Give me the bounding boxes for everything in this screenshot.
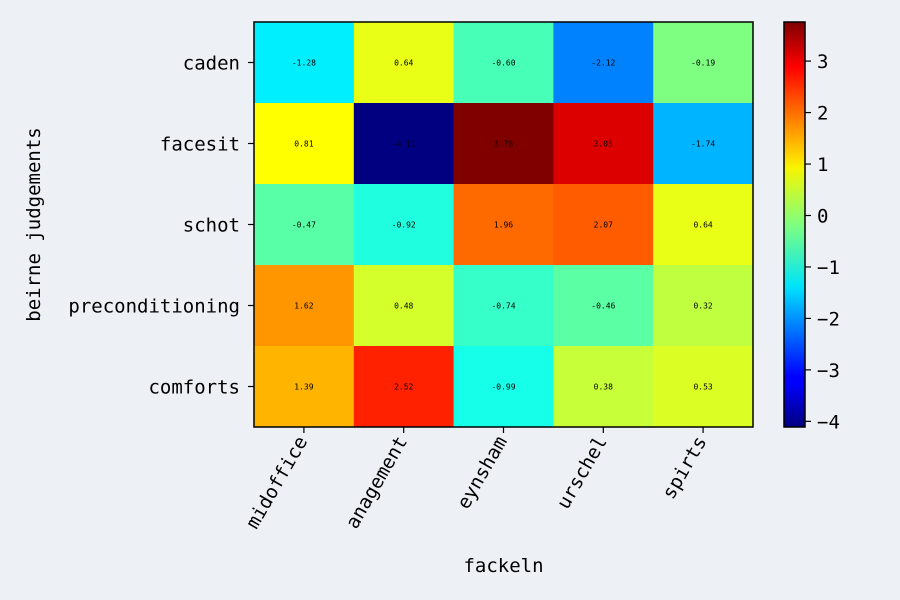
y-tick-label: preconditioning bbox=[68, 296, 240, 318]
x-tick-label: urschel bbox=[553, 433, 612, 513]
heatmap-cell bbox=[453, 346, 554, 428]
colorbar-tick-label: 2 bbox=[817, 103, 828, 125]
colorbar-ticks: 3 2 1 0 −1 −2 −3 −4 bbox=[805, 51, 840, 433]
heatmap-cell bbox=[453, 184, 554, 266]
cell-value-label: -0.19 bbox=[691, 59, 715, 68]
x-tick-label: spirts bbox=[658, 433, 711, 503]
cell-value-label: 0.32 bbox=[693, 302, 712, 311]
cell-value-label: -0.46 bbox=[591, 302, 615, 311]
y-tick-label: facesit bbox=[160, 134, 240, 156]
heatmap-cell bbox=[254, 184, 355, 266]
cell-value-label: 2.07 bbox=[594, 221, 613, 230]
heatmap-cell bbox=[353, 103, 455, 185]
colorbar-tick-label: −3 bbox=[817, 360, 840, 382]
heatmap-cell bbox=[353, 184, 455, 266]
heatmap-cell bbox=[653, 346, 754, 428]
cell-value-label: -4.11 bbox=[392, 140, 416, 149]
y-axis-ticks: caden facesit schot preconditioning comforts bbox=[68, 53, 254, 399]
heatmap-cell bbox=[353, 22, 455, 104]
colorbar-tick-label: 3 bbox=[817, 51, 828, 73]
colorbar bbox=[783, 21, 806, 428]
colorbar-tick-label: −1 bbox=[817, 257, 840, 279]
x-tick-label: midoffice bbox=[242, 433, 313, 533]
heatmap-cell bbox=[453, 22, 554, 104]
cell-value-label: -1.28 bbox=[292, 59, 316, 68]
x-tick-label: eynsham bbox=[453, 433, 512, 513]
y-tick-label: comforts bbox=[148, 377, 240, 399]
heatmap-cell bbox=[254, 103, 355, 185]
cell-value-label: 0.64 bbox=[394, 59, 413, 68]
cell-value-label: 0.64 bbox=[693, 221, 712, 230]
heatmap-cell bbox=[453, 103, 554, 185]
x-axis-ticks: midoffice anagement eynsham urschel spirts bbox=[242, 427, 711, 533]
x-tick-label: anagement bbox=[342, 433, 413, 533]
cell-value-label: 0.48 bbox=[394, 302, 413, 311]
heatmap-cells bbox=[254, 22, 754, 428]
heatmap-cell bbox=[254, 265, 355, 347]
cell-value-label: -0.74 bbox=[491, 302, 515, 311]
cell-value-label: -1.74 bbox=[691, 140, 715, 149]
cell-value-label: 0.38 bbox=[594, 383, 613, 392]
heatmap-cell bbox=[553, 346, 654, 428]
colorbar-tick-label: 1 bbox=[817, 154, 828, 176]
colorbar-tick-label: 0 bbox=[817, 205, 828, 227]
cell-value-label: -0.92 bbox=[392, 221, 416, 230]
heatmap-cell bbox=[353, 265, 455, 347]
heatmap-cell bbox=[353, 346, 455, 428]
heatmap-cell bbox=[653, 103, 754, 185]
cell-value-label: 2.52 bbox=[394, 383, 413, 392]
cell-value-label: -0.47 bbox=[292, 221, 316, 230]
cell-value-label: 3.76 bbox=[494, 140, 513, 149]
cell-value-labels: -1.28 0.64 -0.60 -2.12 -0.19 0.81 -4.11 3.76 3.0… bbox=[292, 59, 715, 392]
cell-value-label: -0.99 bbox=[491, 383, 515, 392]
y-tick-label: caden bbox=[183, 53, 240, 75]
heatmap-cell bbox=[653, 184, 754, 266]
heatmap-cell bbox=[553, 103, 654, 185]
heatmap-cell bbox=[453, 265, 554, 347]
heatmap-cell bbox=[653, 265, 754, 347]
cell-value-label: -0.60 bbox=[491, 59, 515, 68]
x-axis-title: fackeln bbox=[463, 555, 543, 577]
cell-value-label: 1.62 bbox=[294, 302, 313, 311]
cell-value-label: 0.81 bbox=[294, 140, 313, 149]
colorbar-tick-label: −4 bbox=[817, 411, 840, 433]
heatmap-cell bbox=[553, 184, 654, 266]
cell-value-label: 1.96 bbox=[494, 221, 513, 230]
cell-value-label: 0.53 bbox=[693, 383, 712, 392]
y-tick-label: schot bbox=[183, 215, 240, 237]
cell-value-label: -2.12 bbox=[591, 59, 615, 68]
y-axis-title: beirne judgements bbox=[23, 127, 45, 321]
heatmap-cell bbox=[653, 22, 754, 104]
cell-value-label: 1.39 bbox=[294, 383, 313, 392]
heatmap-cell bbox=[254, 22, 355, 104]
cell-value-label: 3.05 bbox=[594, 140, 613, 149]
heatmap-cell bbox=[553, 265, 654, 347]
heatmap-cell bbox=[254, 346, 355, 428]
colorbar-tick-label: −2 bbox=[817, 308, 840, 330]
heatmap-cell bbox=[553, 22, 654, 104]
